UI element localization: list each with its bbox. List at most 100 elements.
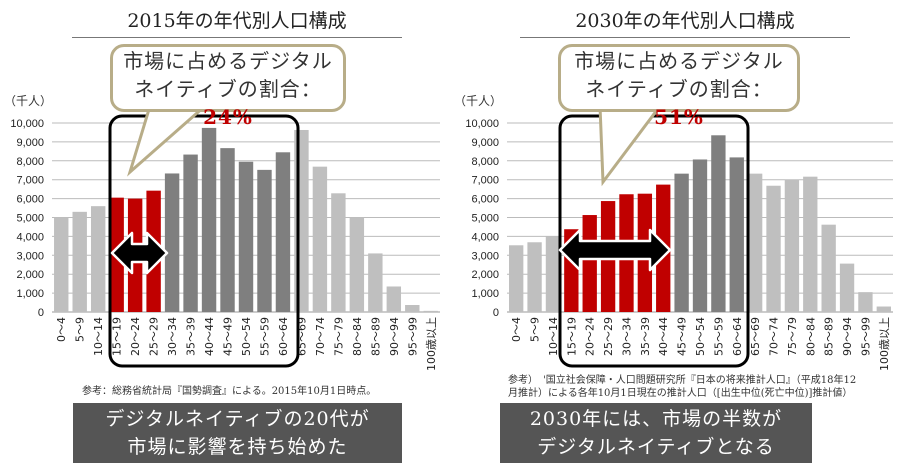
left-source-note: 参考：総務省統計局『国勢調査』による。2015年10月1日時点。 [82,386,377,397]
left-callout-line2: ネイティブの割合： 24% [113,75,343,131]
left-x-tick-label: 85～89 [369,317,382,356]
right-message-box: 2030年には、市場の半数が デジタルネイティブとなる [500,403,812,463]
right-x-tick-label: 80～84 [804,317,817,356]
right-x-tick-label: 40～44 [657,317,670,356]
left-y-tick-label: 9,000 [16,137,44,149]
left-x-tick-label: 55～59 [258,317,271,356]
right-title-divider [520,37,850,38]
left-y-tick-label: 7,000 [16,175,44,187]
left-x-tick-label: 70～74 [314,317,327,356]
left-x-tick-label: 100歳以上 [425,317,438,371]
left-bar-10～14 [90,206,106,312]
right-x-tick-label: 0～4 [510,317,523,342]
left-x-tick-label: 80～84 [351,317,364,356]
right-bar-45～49 [674,173,689,312]
right-bar-20～24 [582,215,597,312]
right-callout-percent: 51% [654,105,704,129]
right-message-line2: デジタルネイティブとなる [537,436,775,458]
left-x-tick-label: 45～49 [222,317,235,356]
right-double-arrow-icon [558,228,672,272]
right-x-tick-label: 85～89 [823,317,836,356]
left-title-divider [72,37,402,38]
right-bar-0～4 [509,245,524,312]
left-chart-title: 2015年の年代別人口構成 [127,10,347,32]
left-bar-40～44 [201,127,217,312]
left-bar-45～49 [220,148,235,312]
right-bar-85～89 [821,224,836,312]
left-y-tick-label: 2,000 [16,269,44,281]
right-y-tick-label: 2,000 [471,269,499,281]
left-bar-100歳以上 [423,310,438,312]
right-x-tick-label: 95～99 [859,317,872,356]
right-x-tick-label: 65～69 [749,317,762,356]
right-bar-70～74 [766,185,781,312]
left-message-line1: デジタルネイティブの20代が [105,408,370,430]
left-callout-percent: 24% [203,105,253,129]
right-bar-95～99 [858,292,873,312]
right-x-tick-label: 55～59 [712,317,725,356]
left-x-tick-label: 40～44 [203,317,216,356]
left-y-tick-label: 8,000 [16,156,44,168]
right-bar-60～64 [729,157,744,312]
left-bar-60～64 [275,152,291,312]
right-x-tick-label: 25～29 [602,317,615,356]
left-bar-0～4 [54,217,69,312]
left-x-tick-label: 50～54 [240,317,253,356]
left-y-tick-label: 6,000 [16,194,44,206]
right-y-tick-label: 10,000 [465,118,499,130]
left-bar-65～69 [294,129,309,312]
left-message-line2: 市場に影響を持ち始めた [127,436,348,458]
right-bar-50～54 [692,159,708,312]
left-y-tick-label: 0 [38,307,44,319]
left-x-tick-label: 15～19 [111,317,124,356]
left-x-tick-label: 30～34 [166,317,179,356]
right-x-tick-label: 5～9 [529,317,542,342]
left-bar-95～99 [405,305,420,312]
right-x-tick-label: 90～94 [841,317,854,356]
right-x-tick-label: 45～49 [676,317,689,356]
right-bar-75～79 [784,179,800,312]
right-y-tick-label: 5,000 [471,213,499,225]
left-x-tick-label: 20～24 [129,317,142,356]
right-y-tick-label: 8,000 [471,156,499,168]
left-bar-30～34 [164,173,180,312]
right-source-note-line2: 月推計）による各年10月1日現在の推計人口（[出生中位(死亡中位)]推計値） [508,388,853,399]
left-double-arrow-icon [110,231,169,275]
left-x-tick-label: 25～29 [148,317,161,356]
left-x-tick-label: 10～14 [92,317,105,356]
right-message-line1: 2030年には、市場の半数が [529,408,783,430]
left-bar-5～9 [72,211,87,312]
right-y-tick-label: 7,000 [471,175,499,187]
right-x-tick-label: 10～14 [547,317,560,356]
left-y-tick-label: 3,000 [16,250,44,262]
left-callout-label: ネイティブの割合： [134,77,322,101]
left-message-box: デジタルネイティブの20代が 市場に影響を持ち始めた [73,403,402,463]
right-y-tick-label: 9,000 [471,137,499,149]
right-x-tick-label: 70～74 [768,317,781,356]
left-callout-line1: 市場に占めるデジタル [123,49,333,73]
left-callout: 市場に占めるデジタル ネイティブの割合： 24% [110,44,346,129]
right-bar-5～9 [527,242,542,312]
right-x-tick-label: 15～19 [565,317,578,356]
left-y-tick-label: 1,000 [16,288,44,300]
right-x-tick-label: 30～34 [620,317,633,356]
left-y-tick-label: 4,000 [16,231,44,243]
left-bar-80～84 [349,217,365,312]
right-chart-title: 2030年の年代別人口構成 [575,10,795,32]
right-bar-10～14 [545,236,561,312]
right-y-tick-label: 1,000 [471,288,499,300]
left-bar-50～54 [238,161,254,312]
right-x-tick-label: 60～64 [731,317,744,356]
left-highlight-box [108,114,300,368]
right-bar-100歳以上 [876,306,891,312]
left-x-tick-label: 95～99 [406,317,419,356]
right-callout-label: ネイティブの割合： [585,77,773,101]
left-x-tick-label: 0～4 [55,317,68,342]
left-x-tick-label: 75～79 [332,317,345,356]
right-y-tick-label: 0 [493,307,499,319]
left-bar-35～39 [183,154,198,312]
right-bar-55～59 [711,135,726,312]
right-source-note: 参考） '国立社会保障・人口問題研究所『日本の将来推計人口』（平成18年12 月… [508,374,856,400]
left-x-tick-label: 35～39 [185,317,198,356]
